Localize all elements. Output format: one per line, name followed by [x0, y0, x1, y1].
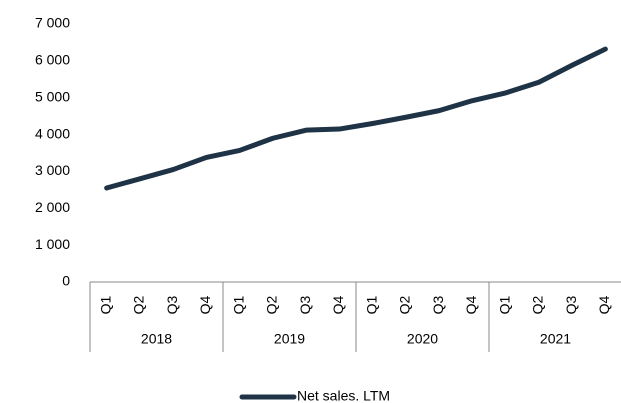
x-tick-label: Q4 — [596, 295, 612, 314]
group-label: 2020 — [407, 331, 438, 347]
y-tick-label: 7 000 — [35, 15, 70, 31]
x-tick-label: Q4 — [330, 295, 346, 314]
x-tick-label: Q1 — [363, 295, 379, 314]
x-tick-label: Q4 — [197, 295, 213, 314]
y-tick-label: 5 000 — [35, 88, 70, 104]
y-tick-label: 6 000 — [35, 52, 70, 68]
x-tick-label: Q2 — [131, 295, 147, 314]
line-series — [104, 46, 608, 191]
x-tick-label: Q1 — [496, 295, 512, 314]
x-tick-label: Q3 — [430, 295, 446, 314]
group-label: 2019 — [274, 331, 305, 347]
x-tick-label: Q4 — [463, 295, 479, 314]
group-label: 2021 — [540, 331, 571, 347]
x-tick-label: Q2 — [530, 295, 546, 314]
group-label: 2018 — [141, 331, 172, 347]
x-tick-label: Q2 — [397, 295, 413, 314]
y-tick-label: 1 000 — [35, 236, 70, 252]
x-tick-label: Q1 — [97, 295, 113, 314]
y-tick-label: 0 — [62, 273, 70, 289]
x-tick-label: Q1 — [230, 295, 246, 314]
x-tick-label: Q3 — [164, 295, 180, 314]
x-tick-label: Q2 — [264, 295, 280, 314]
x-tick-label: Q3 — [297, 295, 313, 314]
y-tick-label: 3 000 — [35, 162, 70, 178]
y-tick-label: 4 000 — [35, 125, 70, 141]
x-tick-label: Q3 — [563, 295, 579, 314]
y-tick-label: 2 000 — [35, 199, 70, 215]
legend-label: Net sales. LTM — [297, 388, 390, 403]
